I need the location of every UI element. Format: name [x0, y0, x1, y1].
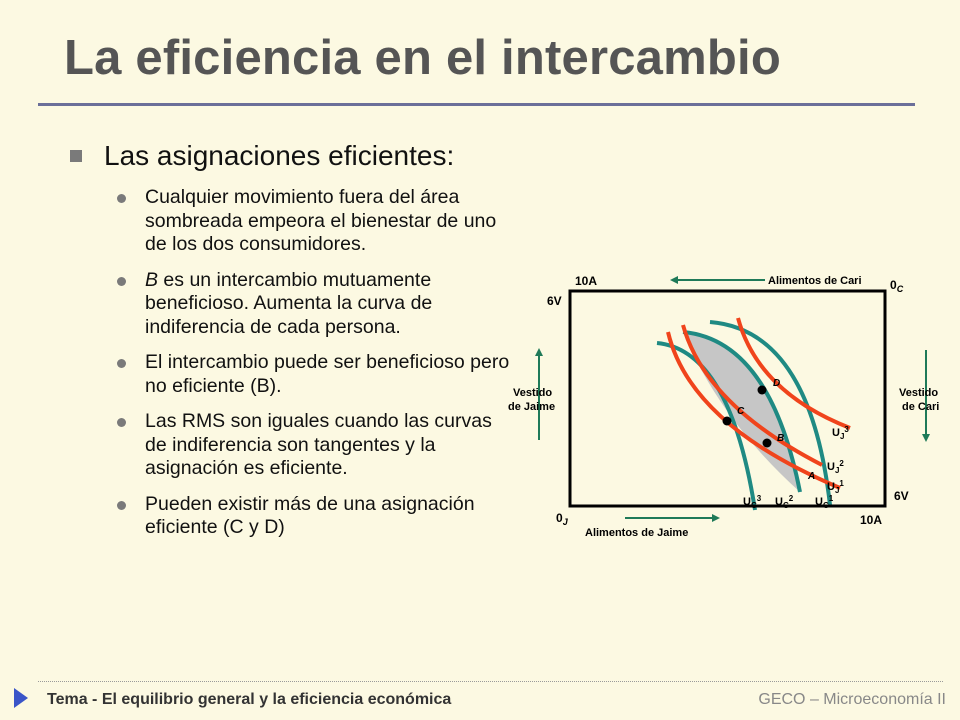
bullet-item: El intercambio puede ser beneficioso per…	[110, 351, 510, 398]
top-left-6v-label: 6V	[547, 294, 562, 308]
cari-indifference-curve-1	[709, 320, 832, 506]
bullet-item: Cualquier movimiento fuera del área somb…	[110, 186, 510, 257]
point-b-label: B	[777, 433, 784, 444]
bottom-right-6v-label: 6V	[894, 489, 909, 503]
round-bullet-icon	[117, 418, 126, 427]
bullet-text: es un intercambio mutuamente beneficioso…	[145, 268, 433, 338]
uc2-label: UC2	[775, 494, 794, 510]
bullet-text: Pueden existir más de una asignación efi…	[145, 492, 475, 539]
alimentos-cari-label: Alimentos de Cari	[768, 275, 862, 287]
bullet-text: Cualquier movimiento fuera del área somb…	[145, 186, 497, 255]
uj3-label: UJ3	[832, 425, 849, 441]
edgeworth-box	[568, 289, 887, 508]
point-b-marker	[762, 438, 772, 448]
point-c-marker	[722, 416, 732, 426]
footer-arrow-icon	[14, 688, 28, 708]
point-c-label: C	[737, 406, 745, 417]
bullet-text: Las RMS son iguales cuando las curvas de…	[145, 410, 492, 479]
bullet-item: Pueden existir más de una asignación efi…	[110, 493, 510, 540]
uj1-label: UJ1	[827, 479, 844, 495]
title-underline	[38, 103, 915, 106]
footer-topic: Tema - El equilibrio general y la eficie…	[47, 691, 452, 708]
alimentos-jaime-label: Alimentos de Jaime	[585, 527, 688, 539]
vestido-cari-label-2: de Cari	[902, 401, 939, 413]
square-bullet-icon	[70, 150, 82, 162]
round-bullet-icon	[117, 194, 126, 203]
bullet-list: Cualquier movimiento fuera del área somb…	[110, 186, 510, 552]
uj2-label: UJ2	[827, 459, 844, 475]
jaime-indifference-curve-3	[736, 317, 851, 430]
uc3-label: UC3	[743, 494, 762, 510]
point-d-label: D	[773, 378, 780, 389]
top-left-10a-label: 10A	[575, 274, 597, 288]
origin-jaime-label: 0J	[556, 511, 569, 527]
origin-cari-label: 0C	[890, 278, 904, 294]
bullet-item: B es un intercambio mutuamente beneficio…	[110, 269, 510, 340]
round-bullet-icon	[117, 359, 126, 368]
point-a-label: A	[807, 471, 815, 482]
bullet-text: El intercambio puede ser beneficioso per…	[145, 351, 510, 397]
footer-divider	[38, 681, 943, 682]
edgeworth-box-diagram: D C B A 10A 6V Alimentos de Cari 0C Vest…	[508, 274, 939, 539]
jaime-indifference-curve-1	[666, 331, 841, 490]
jaime-indifference-curve-2	[681, 324, 823, 467]
cari-indifference-curve-2	[682, 330, 802, 493]
bullet-item: Las RMS son iguales cuando las curvas de…	[110, 410, 510, 481]
vestido-jaime-label-2: de Jaime	[508, 401, 555, 413]
bullet-emphasis: B	[145, 268, 159, 291]
vestido-cari-label-1: Vestido	[899, 387, 938, 399]
footer-course: GECO – Microeconomía II	[758, 691, 946, 708]
uc1-label: UC1	[815, 494, 834, 510]
point-d-marker	[757, 385, 767, 395]
heading-text: Las asignaciones eficientes:	[104, 140, 455, 171]
bottom-right-10a-label: 10A	[860, 513, 882, 527]
round-bullet-icon	[117, 276, 126, 286]
page-title: La eficiencia en el intercambio	[64, 31, 781, 85]
vestido-jaime-label-1: Vestido	[513, 387, 552, 399]
heading-bullet: Las asignaciones eficientes:	[70, 140, 454, 172]
round-bullet-icon	[117, 500, 126, 510]
